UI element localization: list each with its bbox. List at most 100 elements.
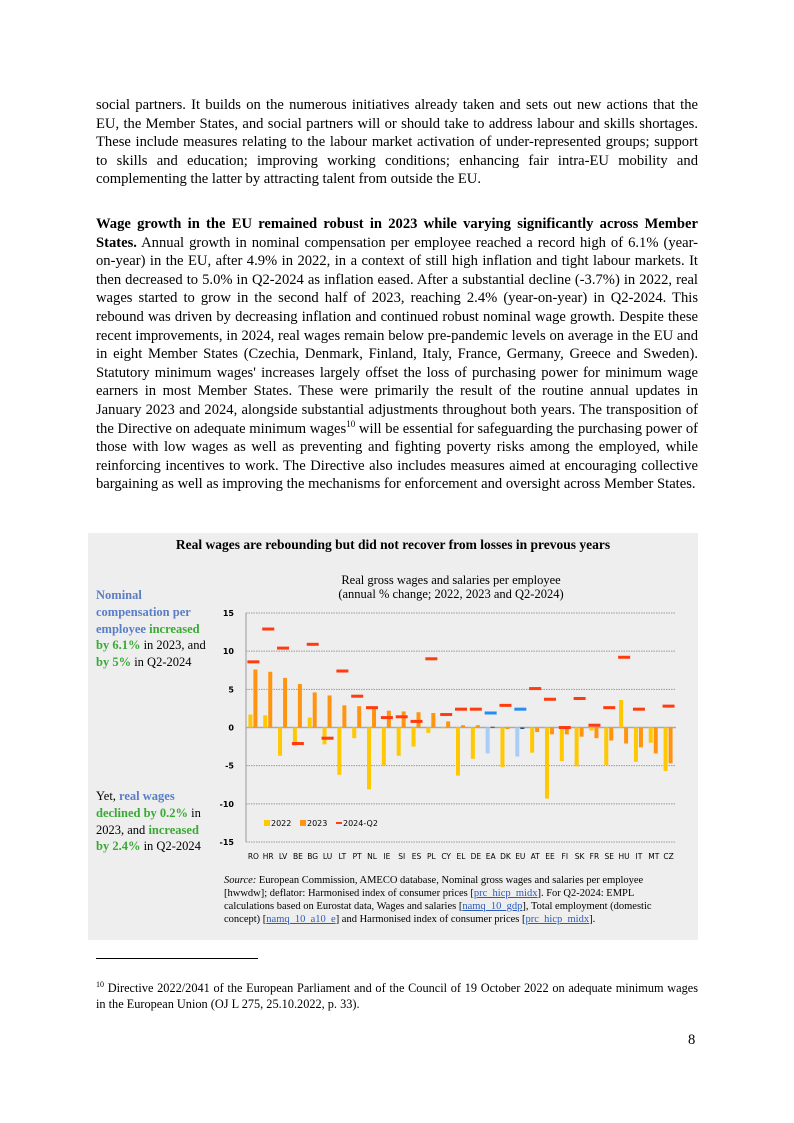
x-tick-label: NL: [367, 852, 378, 861]
marker-q2-DK: [499, 703, 512, 707]
footnote-number: 10: [96, 980, 104, 989]
x-tick-label: EL: [457, 852, 467, 861]
x-tick-label: EE: [545, 852, 555, 861]
chart-box: Real wages are rebounding but did not re…: [88, 533, 698, 940]
bar-2023-SI: [401, 711, 406, 728]
source-text: ]. For Q2-2024: EMPL calculations based …: [224, 888, 634, 912]
bar-2022-CY: [441, 727, 446, 729]
bar-2023-LU: [327, 695, 332, 728]
marker-q2-DE: [469, 707, 482, 711]
marker-q2-PL: [425, 657, 438, 661]
footnote-ref[interactable]: 10: [346, 418, 356, 429]
source-link[interactable]: namq_10_a10_e: [266, 914, 336, 925]
bar-2022-SE: [604, 727, 609, 765]
legend-swatch: [264, 819, 270, 826]
source-link[interactable]: prc_hicp_midx: [473, 888, 538, 899]
marker-q2-SI: [395, 715, 408, 719]
bar-2022-RO: [248, 714, 253, 728]
source-label: Source:: [224, 875, 257, 886]
marker-q2-EA: [484, 711, 497, 715]
bar-2022-CZ: [663, 727, 668, 772]
chart-subtitle: (annual % change; 2022, 2023 and Q2-2024…: [338, 587, 564, 601]
bar-2022-FI: [559, 727, 564, 762]
side-note-real: Yet, real wages declined by 0.2% in 2023…: [96, 788, 206, 855]
x-tick-label: ES: [412, 852, 422, 861]
footnote-divider: [96, 958, 258, 959]
x-tick-label: SK: [575, 852, 586, 861]
bar-2023-IT: [638, 727, 643, 748]
legend-label: 2023: [307, 819, 327, 828]
bar-2022-IE: [381, 727, 386, 766]
x-tick-label: FI: [562, 852, 569, 861]
bar-2023-IE: [386, 710, 391, 728]
marker-q2-HU: [618, 655, 631, 659]
x-tick-label: CZ: [663, 852, 673, 861]
marker-q2-HR: [262, 627, 275, 631]
y-tick-label: -10: [220, 800, 235, 809]
x-tick-label: FR: [590, 852, 600, 861]
source-text: ], Total employment (domestic concept) [: [224, 901, 652, 925]
bar-2023-DE: [475, 725, 480, 728]
bar-2022-LT: [337, 727, 342, 775]
bar-2023-ES: [416, 712, 421, 728]
source-text: ] and Harmonised index of consumer price…: [335, 914, 526, 925]
x-tick-label: PT: [353, 852, 363, 861]
marker-q2-CZ: [662, 704, 675, 708]
source-link[interactable]: prc_hicp_midx: [525, 914, 590, 925]
y-tick-label: -5: [225, 762, 234, 771]
x-tick-label: BE: [293, 852, 303, 861]
y-tick-label: 10: [223, 647, 235, 656]
bar-2023-EE: [549, 727, 554, 735]
x-tick-label: RO: [248, 852, 259, 861]
side-text: real wages: [119, 789, 175, 803]
x-tick-label: LU: [323, 852, 332, 861]
marker-q2-NL: [366, 706, 379, 710]
side-text: in 2023, and: [140, 638, 206, 653]
bar-2023-RO: [253, 669, 258, 728]
bar-2023-LT: [342, 705, 347, 728]
legend-swatch: [300, 819, 306, 826]
marker-q2-SK: [573, 696, 586, 700]
bar-2022-PT: [352, 727, 357, 739]
bar-2023-PT: [357, 706, 362, 728]
side-text: in 2023, and: [96, 805, 201, 837]
bar-2023-PL: [431, 712, 436, 728]
bar-2022-SI: [396, 727, 401, 756]
bar-2022-SK: [574, 727, 579, 767]
marker-q2-SE: [603, 706, 616, 710]
bar-2023-FI: [564, 727, 569, 735]
x-tick-label: HR: [263, 852, 274, 861]
marker-q2-RO: [247, 660, 260, 664]
bar-2022-ES: [411, 727, 416, 747]
chart-title: Real gross wages and salaries per employ…: [286, 573, 616, 601]
bar-2022-FR: [589, 727, 594, 731]
x-tick-label: IT: [636, 852, 643, 861]
source-text: ].: [589, 914, 596, 925]
bar-2023-AT: [535, 727, 540, 733]
bar-2022-IT: [633, 727, 638, 762]
bar-2022-DK: [500, 727, 505, 768]
y-tick-label: -15: [220, 838, 235, 847]
legend-label: 2024-Q2: [343, 819, 378, 828]
bar-2022-EE: [544, 727, 549, 799]
marker-q2-LV: [277, 646, 290, 650]
x-tick-label: PL: [427, 852, 437, 861]
bar-2022-NL: [367, 727, 372, 790]
bar-2022-BE: [292, 727, 297, 746]
bar-2022-LU: [322, 727, 327, 745]
side-text: in Q2-2024: [140, 839, 201, 854]
side-text: declined by 0.2%: [96, 805, 189, 820]
bar-2023-FR: [594, 727, 599, 739]
chart-source: Source: European Commission, AMECO datab…: [224, 874, 684, 926]
bar-2023-EA: [490, 726, 495, 728]
source-link[interactable]: namq_10_gdp: [462, 901, 523, 912]
y-tick-label: 5: [228, 685, 234, 694]
bar-2023-HU: [624, 727, 629, 744]
marker-q2-BE: [291, 742, 304, 746]
x-tick-label: DE: [471, 852, 482, 861]
footnote-text: Directive 2022/2041 of the European Parl…: [96, 981, 698, 1012]
page-number: 8: [688, 1032, 696, 1048]
paragraph-lead: Wage growth in the EU remained robust in…: [96, 216, 698, 251]
bar-chart: 15 10 5 0 -5 -10 -15 RO HR LV BE BG LU LT PT NL IE SI ES PL…: [220, 609, 676, 861]
